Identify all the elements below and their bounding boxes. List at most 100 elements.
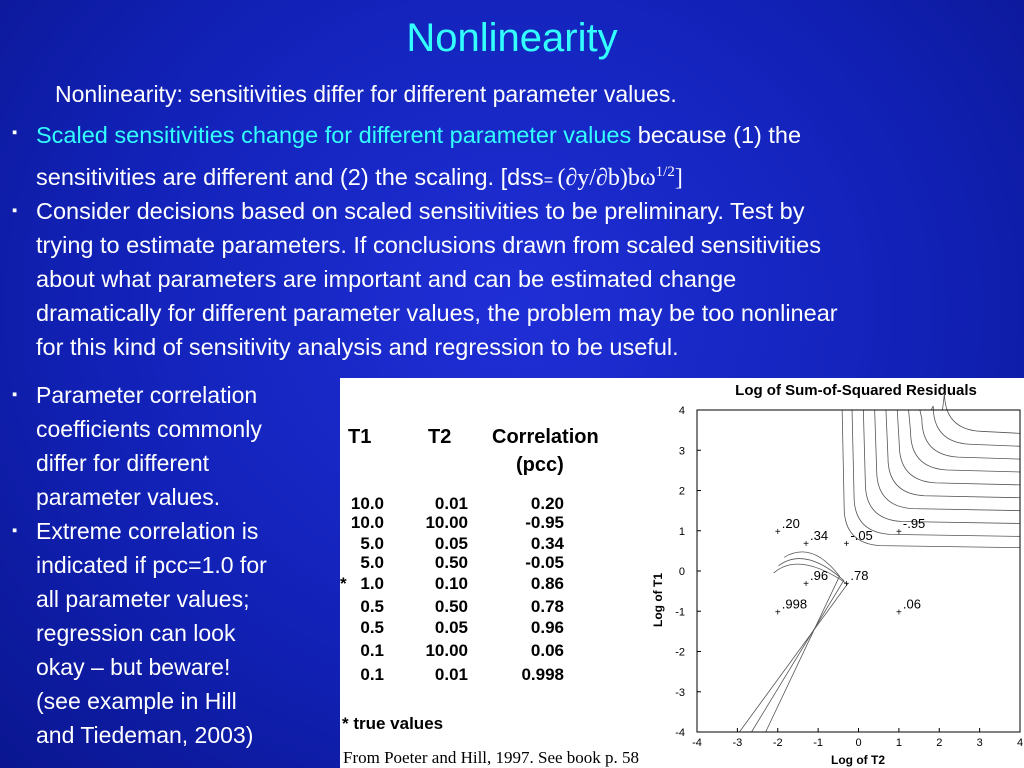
data-point-label: .96 [810,568,828,583]
cell-correlation: 0.86 [530,574,564,593]
x-tick-label: 3 [977,737,983,749]
cell-t2: 0.01 [434,494,468,513]
bullet-marker: ▪ [12,386,18,403]
cell-t1: 5.0 [360,534,384,553]
y-tick-label: -3 [675,687,685,699]
chart-title: Log of Sum-of-Squared Residuals [735,382,977,399]
cell-t1: 1.0 [360,574,384,593]
contour-line [942,393,1021,434]
table-footnote: * true values [342,714,444,733]
x-tick-label: -4 [692,737,702,749]
contour-line [930,405,1021,447]
bullet-marker: ▪ [12,124,18,141]
bullet-4-line: indicated if pcc=1.0 for [36,552,267,578]
header-t2: T2 [428,426,452,448]
bullet-2-line: trying to estimate parameters. If conclu… [36,232,821,258]
bullet-1: Scaled sensitivities change for differen… [36,118,1016,152]
cell-t2: 0.05 [434,618,468,637]
cell-t2: 0.01 [434,665,468,684]
formula: (∂y/∂b)bω [557,164,656,191]
contour-line [908,409,1021,473]
data-point-marker: + [803,539,809,550]
y-tick-label: -1 [675,606,685,618]
formula-superscript: 1/2 [655,164,675,180]
bullet-3-line: differ for different [36,450,210,476]
bullet-4-line: and Tiedeman, 2003) [36,722,254,748]
axis-ticks: -4 -3 -2 -1 0 1 2 3 4 4 3 2 1 0 -1 -2 -3 -4 [675,405,1023,749]
bullet-4-line: all parameter values; [36,586,250,612]
contour-line [851,409,1021,537]
cell-correlation: -0.95 [525,513,564,532]
formula-close: ] [674,164,683,191]
contour-line [896,409,1021,486]
x-tick-label: -1 [813,737,823,749]
bullet-3-line: coefficients commonly [36,416,262,442]
bullet-2-line: dramatically for different parameter val… [36,300,838,326]
y-axis-label: Log of T1 [651,573,665,627]
bullet-1-line-2: sensitivities are different and (2) the … [36,155,1016,198]
data-point-marker: + [843,579,849,590]
bullet-marker: ▪ [12,522,18,539]
data-points: +.20+-.95+.34+-.05+.96+.78+.998+.06 [775,516,925,619]
bullet-1-highlight: Scaled sensitivities change for differen… [36,122,632,148]
cell-t2: 10.00 [425,513,468,532]
bullet-3: Parameter correlation coefficients commo… [36,378,336,514]
cell-correlation: 0.34 [530,534,564,553]
x-tick-label: 0 [855,737,861,749]
cell-correlation: 0.96 [530,618,564,637]
bullet-2: Consider decisions based on scaled sensi… [36,194,1021,364]
x-tick-label: -3 [732,737,742,749]
bullet-marker: ▪ [12,202,18,219]
y-tick-label: -4 [675,727,685,739]
data-point-marker: + [775,607,781,618]
cell-correlation: 0.06 [530,641,564,660]
x-tick-label: 1 [896,737,902,749]
data-point-marker: + [775,527,781,538]
contour-line [919,409,1021,460]
bullet-4: Extreme correlation is indicated if pcc=… [36,514,336,752]
slide-title: Nonlinearity [406,16,618,60]
cell-t1: 0.1 [360,641,384,660]
data-point-marker: + [896,607,902,618]
cell-t2: 0.50 [434,597,468,616]
data-point-marker: + [803,579,809,590]
cell-t1: 0.1 [360,665,384,684]
bullet-2-line: about what parameters are important and … [36,266,737,292]
bullet-2-line: for this kind of sensitivity analysis an… [36,334,679,360]
cell-t2: 0.50 [434,553,468,572]
cell-correlation: 0.998 [521,665,564,684]
data-point-label: .998 [782,596,807,611]
contour-line [751,558,845,733]
contour-line [885,409,1021,499]
cell-t2: 0.10 [434,574,468,593]
data-point-marker: + [843,539,849,550]
y-tick-label: -2 [675,647,685,659]
bullet-4-line: regression can look [36,620,236,646]
true-value-marker: * [340,574,347,593]
x-tick-label: -2 [773,737,783,749]
cell-t1: 10.0 [350,513,384,532]
cell-t1: 5.0 [360,553,384,572]
y-tick-label: 4 [679,405,685,417]
data-point-label: .78 [850,568,868,583]
cell-correlation: -0.05 [525,553,564,572]
y-tick-label: 3 [679,445,685,457]
x-tick-label: 4 [1017,737,1023,749]
bullet-4-line: (see example in Hill [36,688,237,714]
y-tick-label: 0 [679,566,685,578]
contour-line [765,551,840,733]
y-tick-label: 1 [679,526,685,538]
bullet-1-text-2: sensitivities are different and (2) the … [36,163,544,190]
contour-line [739,563,848,733]
cell-t1: 0.5 [360,597,384,616]
data-point-label: .20 [782,516,800,531]
header-pcc: (pcc) [516,454,564,476]
header-correlation: Correlation [492,426,599,448]
x-axis-label: Log of T2 [831,753,885,767]
contour-line [862,409,1021,524]
formula-equals: = [543,171,558,189]
contour-line [874,409,1021,512]
data-point-label: -.95 [903,516,925,531]
x-tick-label: 2 [936,737,942,749]
data-point-label: -.05 [850,528,872,543]
